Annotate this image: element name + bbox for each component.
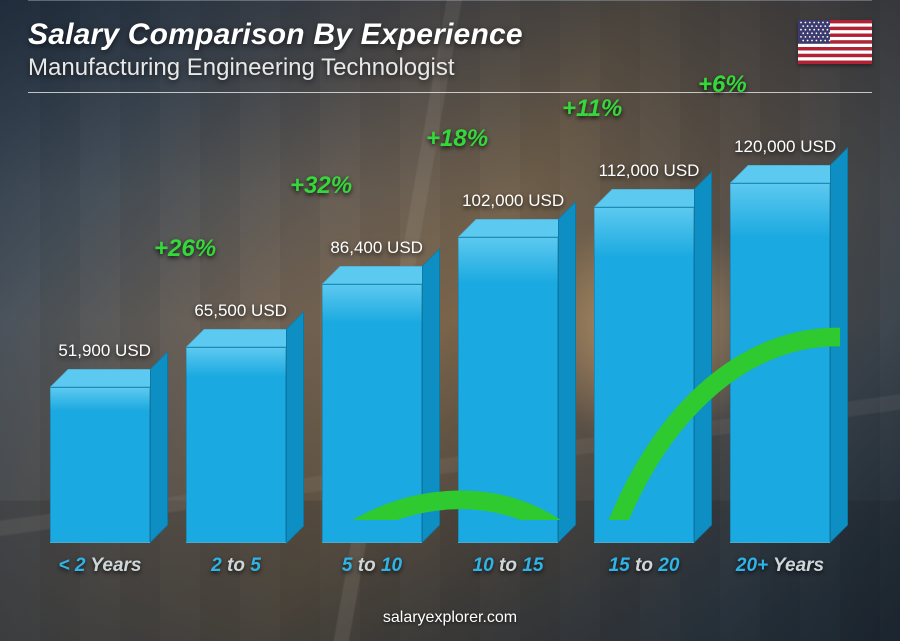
- increase-pct-label: +6%: [698, 71, 747, 99]
- bar-value-label: 112,000 USD: [599, 161, 700, 181]
- salary-chart: 51,900 USD 65,500 USD 86,400 USD 102,000 US…: [40, 120, 840, 571]
- x-axis-label: 10 to 15: [448, 555, 568, 577]
- x-axis-label: 2 to 5: [176, 555, 296, 577]
- bar-column: 86,400 USD: [312, 284, 432, 543]
- bar: 120,000 USD: [730, 183, 830, 543]
- footer-text: salaryexplorer.com: [0, 609, 900, 627]
- bar: 86,400 USD: [322, 284, 422, 543]
- increase-pct-label: +32%: [290, 172, 352, 200]
- bar-column: 51,900 USD: [40, 387, 160, 543]
- x-axis-labels: < 2 Years 2 to 5 5 to 10 10 to 15 15 to 20 20…: [40, 555, 840, 577]
- bar-column: 112,000 USD: [584, 207, 704, 543]
- increase-pct-label: +26%: [154, 235, 216, 263]
- x-axis-label: < 2 Years: [40, 555, 160, 577]
- bar-group: 51,900 USD 65,500 USD 86,400 USD 102,000 US…: [40, 120, 840, 543]
- x-axis-label: 5 to 10: [312, 555, 432, 577]
- x-axis-label: 20+ Years: [720, 555, 840, 577]
- bar-value-label: 102,000 USD: [462, 191, 564, 211]
- bar-column: 65,500 USD: [176, 347, 296, 544]
- bar-value-label: 65,500 USD: [194, 301, 287, 321]
- bar-column: 102,000 USD: [448, 237, 568, 543]
- page-title: Salary Comparison By Experience: [28, 18, 872, 52]
- country-flag-icon: [798, 20, 872, 64]
- bar-value-label: 51,900 USD: [58, 341, 151, 361]
- bar-column: 120,000 USD: [720, 183, 840, 543]
- bar: 65,500 USD: [186, 347, 286, 544]
- bar: 102,000 USD: [458, 237, 558, 543]
- x-axis-label: 15 to 20: [584, 555, 704, 577]
- bar: 112,000 USD: [594, 207, 694, 543]
- bar-value-label: 86,400 USD: [330, 238, 423, 258]
- increase-pct-label: +11%: [562, 95, 622, 123]
- increase-pct-label: +18%: [426, 125, 488, 153]
- bar-value-label: 120,000 USD: [734, 137, 836, 157]
- bar: 51,900 USD: [50, 387, 150, 543]
